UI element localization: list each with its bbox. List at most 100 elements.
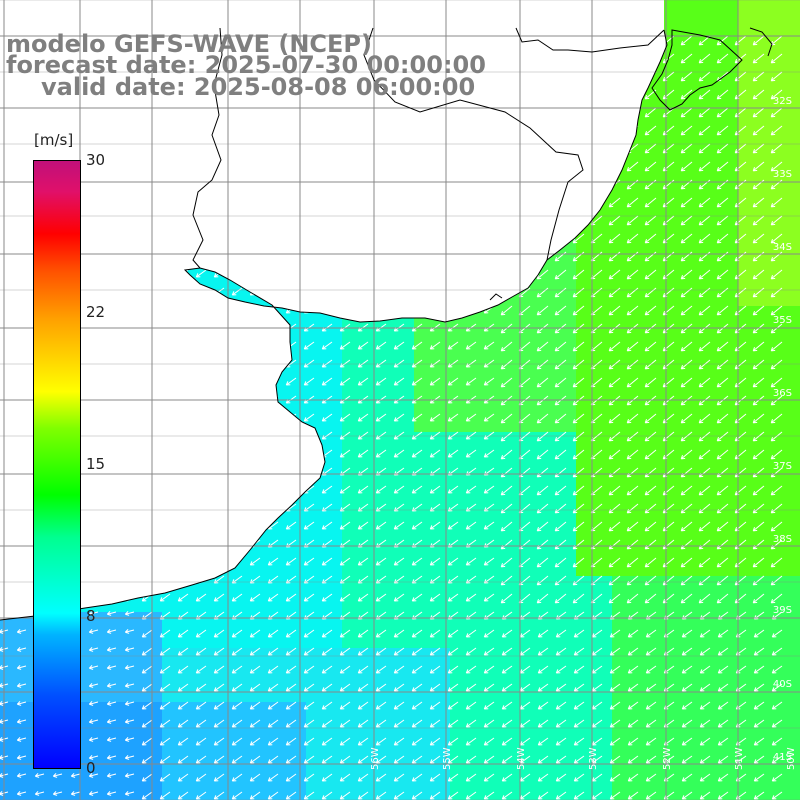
wind-arrow <box>447 413 459 422</box>
wind-arrow <box>572 485 585 496</box>
wind-arrow <box>231 683 243 692</box>
wind-arrow <box>753 719 765 728</box>
wind-arrow <box>554 557 567 568</box>
wind-arrow <box>644 557 657 568</box>
wind-arrow <box>429 665 441 674</box>
lon-label: 50W <box>786 747 797 770</box>
wind-arrow <box>536 485 549 496</box>
wind-arrow <box>537 773 549 782</box>
wind-arrow <box>662 521 675 532</box>
wind-arrow <box>483 773 495 782</box>
wind-arrow <box>609 701 621 710</box>
wind-arrow <box>357 755 369 764</box>
wind-arrow <box>680 593 693 604</box>
wind-arrow <box>770 521 783 532</box>
wind-arrow <box>770 107 783 118</box>
wind-arrow <box>519 683 531 692</box>
wind-arrow <box>501 701 513 710</box>
wind-arrow <box>752 233 765 244</box>
wind-arrow <box>699 629 711 638</box>
wind-arrow <box>771 773 783 782</box>
wind-arrow <box>770 233 783 244</box>
wind-arrow <box>681 665 693 674</box>
wind-arrow <box>375 737 387 746</box>
wind-arrow <box>662 269 675 280</box>
wind-arrow <box>554 341 567 352</box>
wind-arrow <box>285 719 297 728</box>
wind-arrow <box>644 215 657 226</box>
wind-arrow <box>231 287 243 296</box>
wind-arrow <box>716 125 729 136</box>
wind-arrow <box>519 791 531 800</box>
wind-arrow <box>249 755 261 764</box>
wind-arrow <box>357 629 369 638</box>
wind-arrow <box>447 593 459 602</box>
wind-arrow <box>536 431 549 442</box>
wind-arrow <box>447 341 459 350</box>
wind-arrow <box>644 269 657 280</box>
wind-arrow <box>608 593 621 604</box>
wind-arrow <box>303 557 315 566</box>
wind-arrow <box>375 647 387 656</box>
wind-arrow <box>536 557 549 568</box>
wind-arrow <box>626 305 639 316</box>
wind-arrow <box>124 755 135 760</box>
wind-arrow <box>536 413 549 424</box>
wind-arrow <box>249 737 261 746</box>
wind-arrow <box>644 521 657 532</box>
wind-arrow <box>716 143 729 154</box>
wind-arrow <box>393 701 405 710</box>
wind-arrow <box>608 233 621 244</box>
wind-arrow <box>698 125 711 136</box>
wind-arrow <box>698 359 711 370</box>
wind-arrow <box>698 161 711 172</box>
wind-arrow <box>411 701 423 710</box>
wind-arrow <box>213 647 225 656</box>
wind-arrow <box>34 791 45 796</box>
wind-arrow <box>375 449 387 458</box>
wind-arrow <box>195 719 207 728</box>
lat-label: 40S <box>773 679 792 690</box>
wind-arrow <box>662 233 675 244</box>
wind-arrow <box>752 557 765 568</box>
wind-arrow <box>321 485 333 494</box>
wind-arrow <box>645 773 657 782</box>
wind-arrow <box>770 359 783 370</box>
wind-arrow <box>500 305 513 316</box>
wind-arrow <box>698 593 711 604</box>
wind-arrow <box>483 341 495 350</box>
wind-arrow <box>645 701 657 710</box>
wind-arrow <box>770 215 783 226</box>
wind-arrow <box>393 629 405 638</box>
wind-arrow <box>375 719 387 728</box>
wind-arrow <box>644 359 657 370</box>
wind-arrow <box>375 377 387 386</box>
wind-arrow <box>159 683 171 692</box>
wind-arrow <box>339 773 351 782</box>
wind-arrow <box>501 791 513 800</box>
wind-arrow <box>680 215 693 226</box>
colorbar-tick-0: 0 <box>86 759 96 777</box>
wind-arrow <box>500 485 513 496</box>
wind-arrow <box>554 269 567 280</box>
wind-arrow <box>159 719 171 728</box>
wind-arrow <box>698 269 711 280</box>
wind-arrow <box>303 683 315 692</box>
wind-arrow <box>195 683 207 692</box>
wind-arrow <box>303 737 315 746</box>
wind-arrow <box>321 755 333 764</box>
wind-arrow <box>572 593 585 604</box>
wind-arrow <box>285 773 297 782</box>
wind-arrow <box>609 773 621 782</box>
wind-arrow <box>267 773 279 782</box>
wind-arrow <box>429 413 441 422</box>
wind-arrow <box>357 413 369 422</box>
wind-arrow <box>231 629 243 638</box>
wind-arrow <box>34 773 45 778</box>
wind-arrow <box>411 629 423 638</box>
wind-arrow <box>500 521 513 532</box>
lat-label: 38S <box>773 534 792 545</box>
wind-arrow <box>573 665 585 674</box>
wind-arrow <box>501 719 513 728</box>
wind-arrow <box>609 737 621 746</box>
